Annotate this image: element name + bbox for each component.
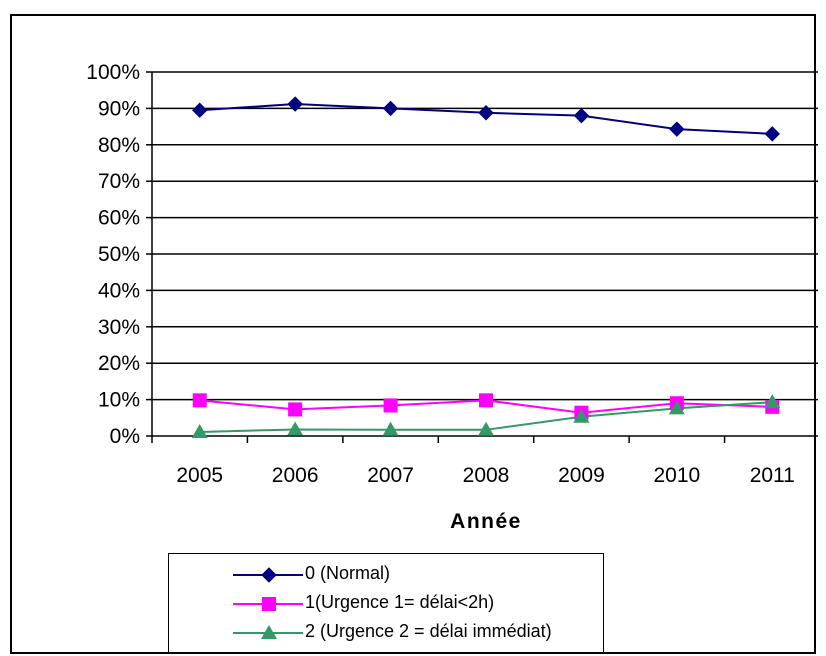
grid-lines [152,71,818,401]
y-tick-label: 20% [98,352,140,375]
data-point-0-3 [478,105,494,121]
legend: 0 (Normal) 1(Urgence 1= délai<2h) 2 (Urg… [168,553,604,653]
axes [146,71,818,443]
y-tick-label: 50% [98,243,140,266]
y-tick-label: 60% [98,207,140,230]
legend-swatch-square [233,597,303,611]
x-tick-label: 2008 [463,464,510,487]
data-point-2-5 [668,400,685,415]
data-point-0-1 [287,96,303,112]
data-point-0-5 [669,121,685,137]
x-axis-title: Année [450,510,522,533]
y-tick-label: 100% [86,61,140,84]
data-point-2-0 [191,423,208,438]
legend-swatch-triangle [233,625,303,639]
y-tick-label: 80% [98,134,140,157]
y-tick-label: 90% [98,97,140,120]
y-tick-label: 10% [98,389,140,412]
chart-frame: 0% 10% 20% 30% 40% 50% 60% 70% 80% 90% 100% 2005 200… [10,14,818,654]
data-point-0-6 [764,126,780,142]
data-point-1-3 [479,393,493,408]
tick-labels: 0% 10% 20% 30% 40% 50% 60% 70% 80% 90% 100% 2005 200… [86,61,795,487]
x-tick-label: 2005 [176,464,223,487]
data-point-2-6 [764,394,781,409]
data-point-0-2 [382,100,399,117]
legend-marker [262,597,276,611]
data-point-0-0 [192,102,208,118]
y-tick-label: 0% [110,425,140,448]
legend-marker [261,567,277,583]
series-markers [191,96,781,438]
data-point-1-0 [192,393,207,408]
x-tick-label: 2007 [367,464,414,487]
legend-item-urgence-1: 1(Urgence 1= délai<2h) [169,591,603,617]
x-tick-label: 2010 [653,464,700,487]
legend-marker [261,625,277,639]
legend-item-urgence-2: 2 (Urgence 2 = délai immédiat) [169,620,603,646]
data-point-2-3 [478,421,494,436]
legend-swatch-diamond [233,567,303,583]
data-point-2-4 [573,408,590,423]
y-tick-label: 30% [98,316,140,339]
y-tick-label: 40% [98,279,140,302]
x-tick-label: 2006 [272,464,319,487]
x-tick-label: 2011 [750,464,795,487]
legend-label: 0 (Normal) [305,563,391,583]
legend-label: 1(Urgence 1= délai<2h) [305,592,495,612]
legend-label: 2 (Urgence 2 = délai immédiat) [305,621,552,641]
data-point-0-4 [573,107,590,124]
x-tick-label: 2009 [558,464,605,487]
series-lines [199,103,773,433]
y-tick-label: 70% [98,170,140,193]
data-point-2-1 [287,421,304,436]
legend-item-normal: 0 (Normal) [169,562,603,588]
data-point-1-2 [383,398,398,413]
data-point-2-2 [382,421,399,436]
line-chart: 0% 10% 20% 30% 40% 50% 60% 70% 80% 90% 100% 2005 200… [86,61,818,533]
data-point-1-1 [288,402,303,417]
